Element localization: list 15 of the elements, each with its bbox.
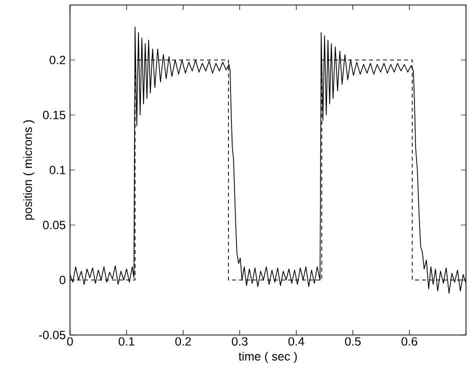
x-tick-label: 0.4 <box>288 337 304 346</box>
x-tick-label: 0.6 <box>402 337 418 346</box>
x-axis-title: time ( sec ) <box>238 352 297 363</box>
y-tick-label: 0.1 <box>50 166 66 174</box>
y-tick-label: 0 <box>60 276 66 284</box>
x-tick-label: 0.5 <box>345 337 361 346</box>
y-tick-label: 0.2 <box>50 56 66 64</box>
y-tick-label: 0.15 <box>43 110 66 120</box>
x-tick-label: 0 <box>67 337 73 346</box>
x-tick-label: 0.1 <box>118 337 134 346</box>
y-axis-title: position ( microns ) <box>23 120 34 220</box>
y-tick-label: -0.05 <box>39 330 66 340</box>
x-tick-label: 0.2 <box>175 337 191 346</box>
x-tick-label: 0.3 <box>232 337 248 346</box>
y-tick-label: 0.05 <box>43 220 66 230</box>
